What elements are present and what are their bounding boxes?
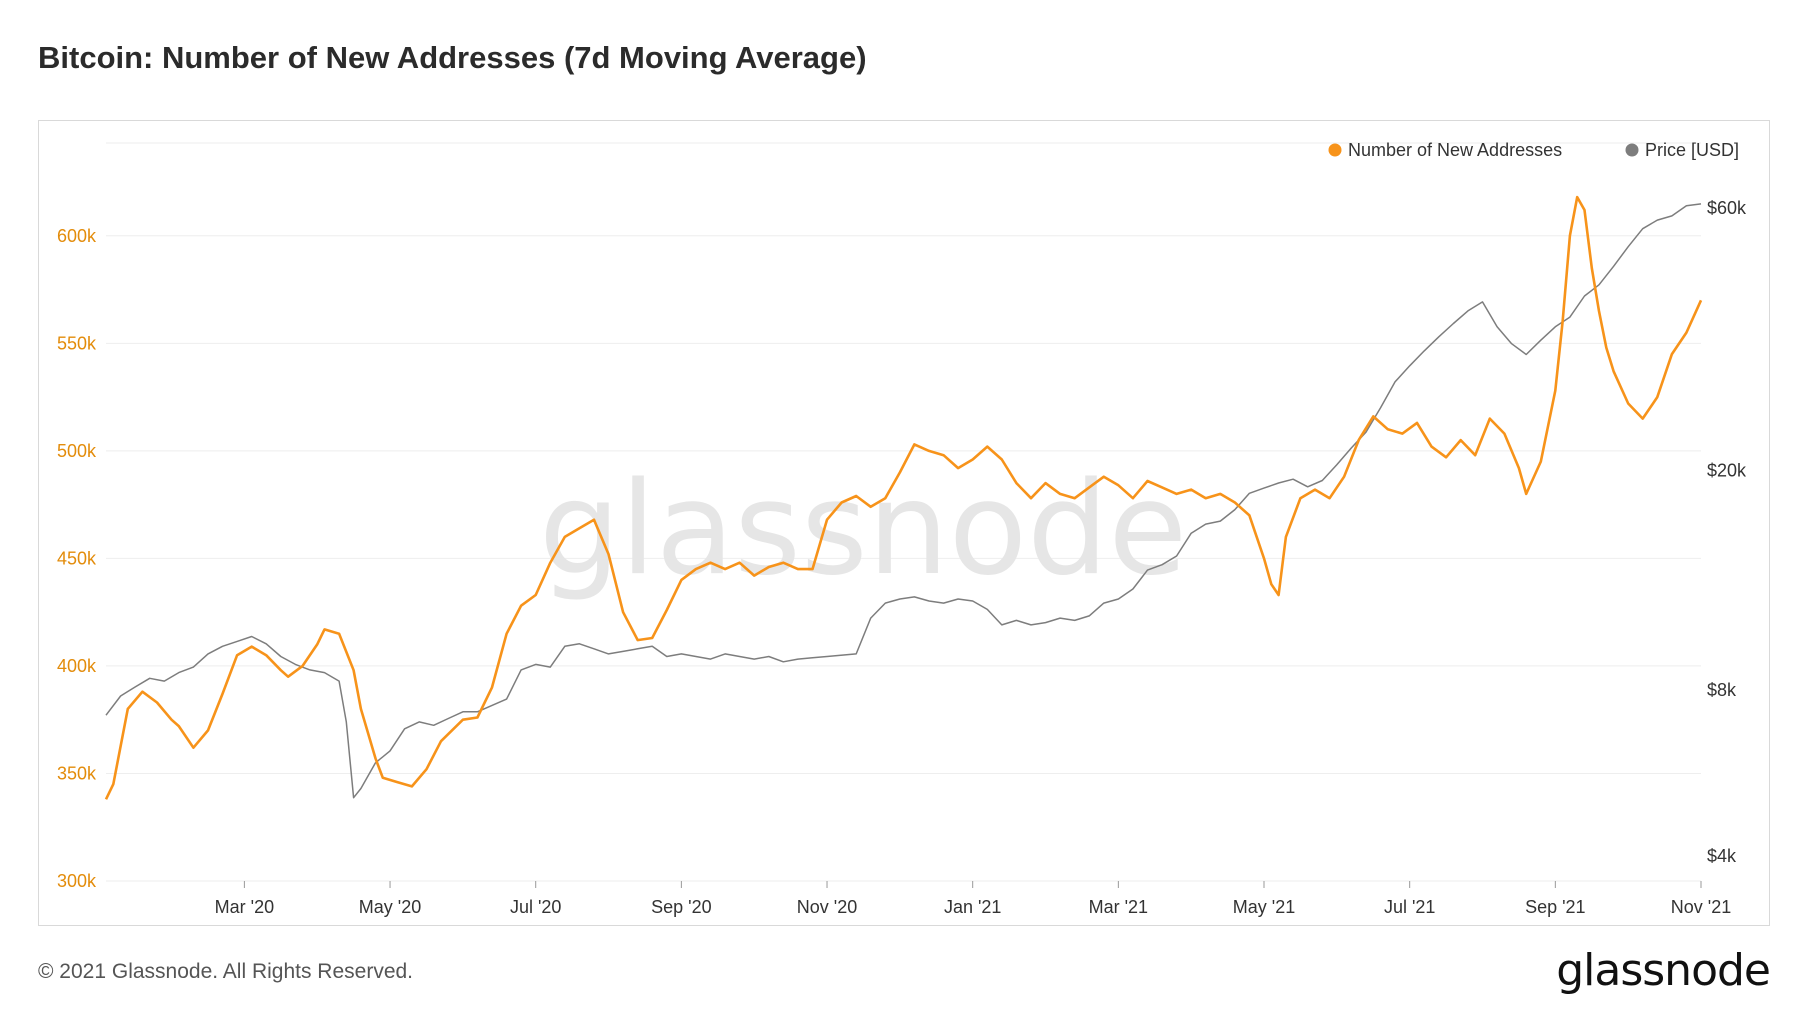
x-tick-label: Jan '21 xyxy=(944,897,1001,917)
copyright-text: © 2021 Glassnode. All Rights Reserved. xyxy=(38,960,414,983)
watermark: glassnode xyxy=(539,455,1187,604)
series-line-new-addresses xyxy=(104,195,1703,800)
legend-item-price[interactable]: Price [USD] xyxy=(1625,140,1740,160)
right-tick-label: $4k xyxy=(1707,846,1737,866)
x-tick-label: May '20 xyxy=(359,897,421,917)
glassnode-logo: glassnode xyxy=(1556,945,1771,996)
left-tick-label: 350k xyxy=(57,763,97,783)
left-tick-label: 500k xyxy=(57,441,97,461)
left-tick-label: 550k xyxy=(57,333,97,353)
legend-dot xyxy=(1328,143,1342,157)
x-tick-label: Sep '20 xyxy=(651,897,712,917)
series-lines xyxy=(104,195,1703,800)
x-tick-label: Nov '21 xyxy=(1671,897,1731,917)
legend-label: Number of New Addresses xyxy=(1348,140,1562,160)
x-tick-label: Sep '21 xyxy=(1525,897,1586,917)
x-tick-label: Nov '20 xyxy=(797,897,857,917)
legend[interactable]: Number of New Addresses Price [USD] xyxy=(1328,140,1740,160)
right-axis: $4k $8k $20k $60k xyxy=(1707,198,1747,866)
legend-dot xyxy=(1625,143,1639,157)
x-tick-label: Jul '20 xyxy=(510,897,561,917)
x-tick-label: Mar '21 xyxy=(1089,897,1148,917)
chart-title: Bitcoin: Number of New Addresses (7d Mov… xyxy=(38,40,867,75)
chart-svg: glassnode 300k 350k 400k 450k 500k 550k 600k $… xyxy=(57,140,1747,917)
legend-label: Price [USD] xyxy=(1645,140,1739,160)
x-tick-label: May '21 xyxy=(1233,897,1295,917)
series-line-price xyxy=(105,203,1702,799)
right-tick-label: $20k xyxy=(1707,461,1747,481)
x-axis: Mar '20 May '20 Jul '20 Sep '20 Nov '20 Jan '… xyxy=(215,881,1731,917)
legend-item-new-addresses[interactable]: Number of New Addresses xyxy=(1328,140,1563,160)
x-tick-label: Mar '20 xyxy=(215,897,274,917)
gridlines xyxy=(106,142,1701,882)
left-tick-label: 300k xyxy=(57,871,97,891)
right-tick-label: $60k xyxy=(1707,198,1747,218)
left-tick-label: 450k xyxy=(57,548,97,568)
right-tick-label: $8k xyxy=(1707,680,1737,700)
chart-panel: glassnode 300k 350k 400k 450k 500k 550k 600k $… xyxy=(38,120,1770,926)
left-tick-label: 600k xyxy=(57,226,97,246)
left-tick-label: 400k xyxy=(57,656,97,676)
left-axis: 300k 350k 400k 450k 500k 550k 600k xyxy=(57,226,97,891)
x-tick-label: Jul '21 xyxy=(1384,897,1435,917)
